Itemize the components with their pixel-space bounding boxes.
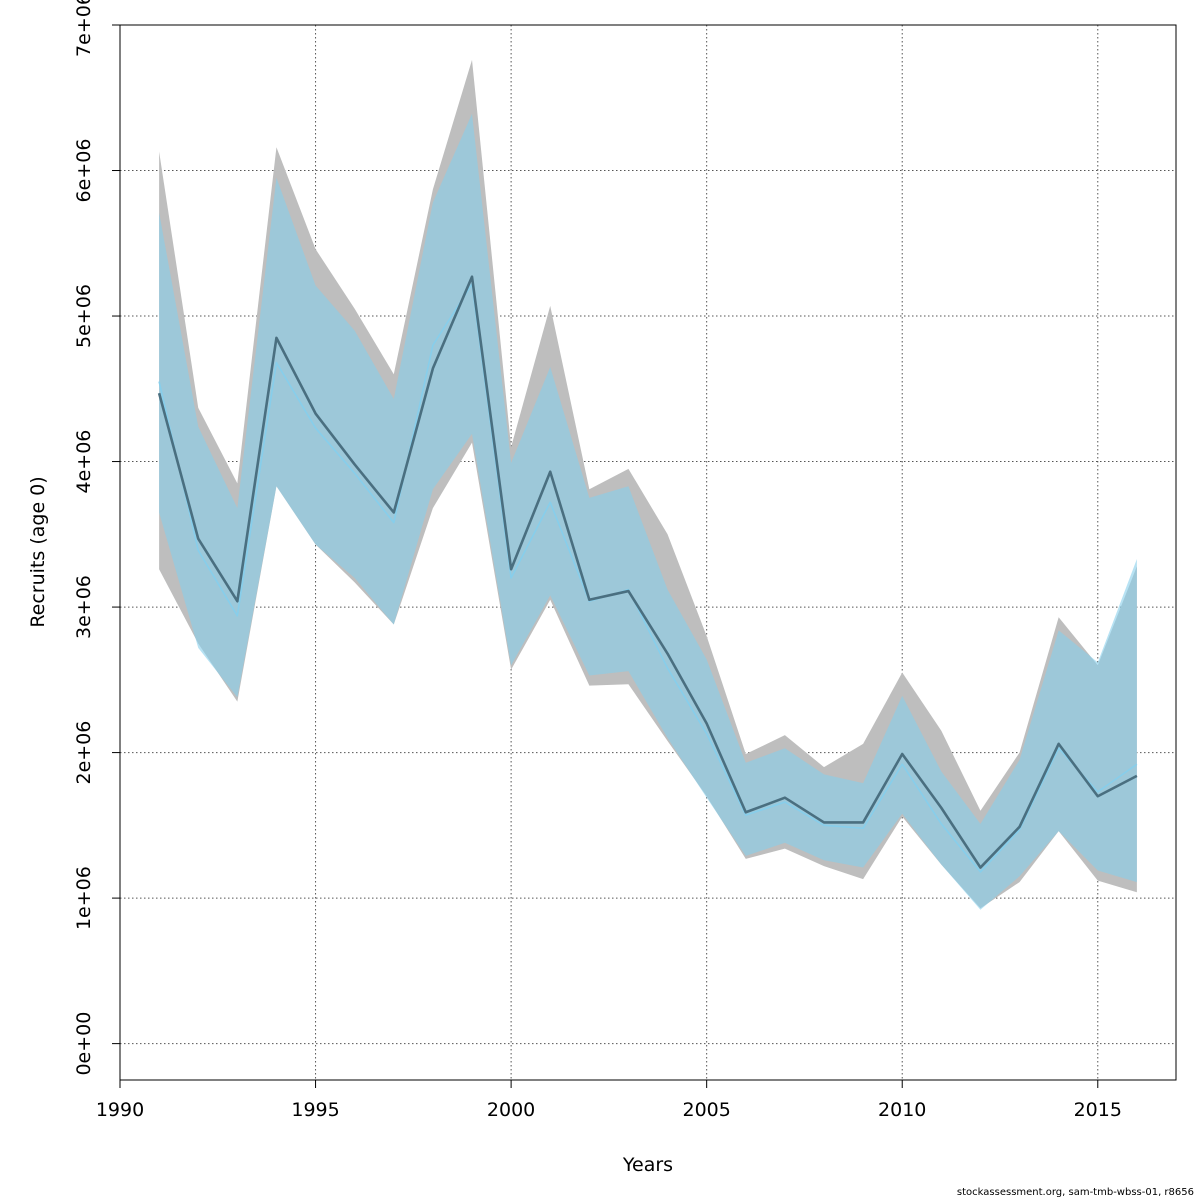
y-axis-title: Recruits (age 0): [27, 476, 49, 627]
y-tick-label: 1e+06: [73, 866, 95, 930]
x-tick-label: 2015: [1074, 1099, 1122, 1121]
series-lines: [157, 275, 1138, 873]
x-tick-label: 1995: [291, 1099, 339, 1121]
y-tick-label: 2e+06: [73, 721, 95, 785]
y-axis: 0e+00 1e+06 2e+06 3e+06 4e+06 5e+06 6e+06 7e+06: [73, 0, 120, 1076]
confidence-band-1: [159, 59, 1137, 909]
x-tick-label: 1990: [96, 1099, 144, 1121]
x-tick-label: 2005: [682, 1099, 730, 1121]
series-line-2: [157, 275, 1138, 869]
y-tick-label: 0e+00: [73, 1012, 95, 1076]
y-tick-label: 6e+06: [73, 139, 95, 203]
plot-border: [119, 24, 1177, 1081]
confidence-band-2: [159, 113, 1137, 910]
y-tick-label: 3e+06: [73, 575, 95, 639]
confidence-bands: [159, 59, 1137, 910]
footer-credit: stockassessment.org, sam-tmb-wbss-01, r8…: [956, 1187, 1194, 1198]
x-axis: 1990 1995 2000 2005 2010 2015: [96, 1080, 1122, 1121]
x-tick-label: 2000: [487, 1099, 535, 1121]
y-tick-label: 5e+06: [73, 284, 95, 348]
x-tick-label: 2010: [878, 1099, 926, 1121]
y-tick-label: 7e+06: [73, 0, 95, 57]
series-line-1: [158, 283, 1138, 873]
x-axis-title: Years: [622, 1154, 673, 1176]
y-tick-label: 4e+06: [73, 430, 95, 494]
